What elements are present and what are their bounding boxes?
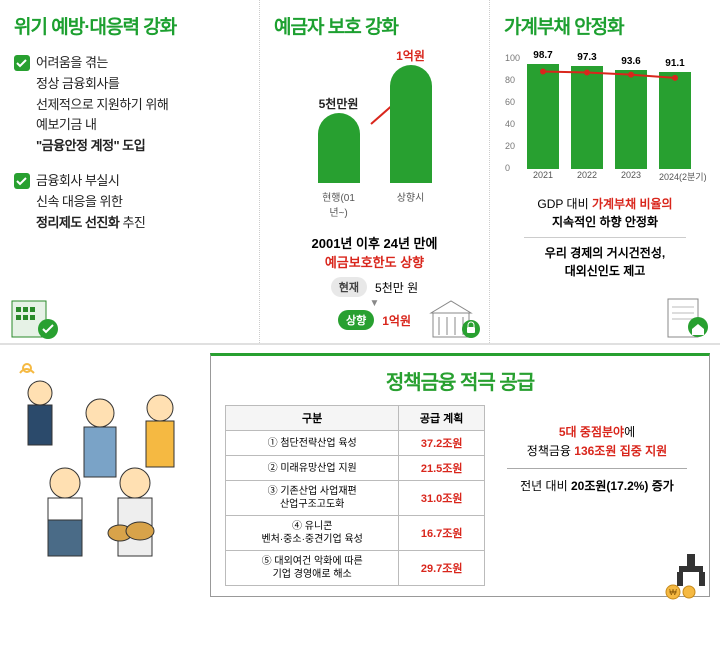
section-policy-finance: 정책금융 적극 공급 구분 공급 계획 ① 첨단전략산업 육성37.2조원② 미… — [0, 345, 720, 607]
panel3-title: 가계부채 안정화 — [504, 12, 706, 39]
check-icon — [14, 55, 30, 71]
policy-finance-box: 정책금융 적극 공급 구분 공급 계획 ① 첨단전략산업 육성37.2조원② 미… — [210, 353, 710, 597]
svg-text:₩: ₩ — [669, 588, 677, 597]
th-plan: 공급 계획 — [399, 406, 485, 431]
current-val: 5천만 원 — [375, 279, 418, 296]
bar: 91.1 — [659, 72, 691, 169]
panel1-title: 위기 예방·대응력 강화 — [14, 12, 245, 39]
panel3-chart: 100806040200 98.797.393.691.1 2021202220… — [505, 53, 705, 183]
table-row: ① 첨단전략산업 육성37.2조원 — [226, 431, 485, 456]
th-category: 구분 — [226, 406, 399, 431]
people-illustration — [10, 353, 210, 597]
robot-coin-icon: ₩ — [659, 546, 713, 600]
bar: 98.7 — [527, 64, 559, 169]
check-icon — [14, 173, 30, 189]
policy-title: 정책금융 적극 공급 — [225, 366, 695, 395]
bar: 1억원 — [390, 65, 432, 183]
tag-up: 상향 — [338, 310, 374, 330]
table-row: ③ 기존산업 사업재편산업구조고도화31.0조원 — [226, 481, 485, 516]
document-house-icon — [656, 291, 716, 341]
policy-table: 구분 공급 계획 ① 첨단전략산업 육성37.2조원② 미래유망산업 지원21.… — [225, 405, 485, 586]
p2-line1: 2001년 이후 24년 만에 — [274, 233, 475, 252]
building-shield-icon — [8, 291, 68, 341]
check-item: 어려움을 겪는정상 금융회사를선제적으로 지원하기 위해예보기금 내"금융안정 … — [14, 53, 245, 157]
up-val: 1억원 — [382, 312, 411, 329]
table-row: ⑤ 대외여건 악화에 따른기업 경영애로 해소29.7조원 — [226, 551, 485, 586]
panel-crisis-prevention: 위기 예방·대응력 강화 어려움을 겪는정상 금융회사를선제적으로 지원하기 위… — [0, 0, 260, 343]
table-row: ② 미래유망산업 지원21.5조원 — [226, 456, 485, 481]
table-row: ④ 유니콘벤처·중소·중견기업 육성16.7조원 — [226, 516, 485, 551]
tag-current: 현재 — [331, 277, 367, 297]
p3-text: GDP 대비 가계부채 비율의 지속적인 하향 안정화 우리 경제의 거시건전성… — [504, 195, 706, 280]
p2-line2: 예금보호한도 상향 — [274, 252, 475, 271]
panel-depositor-protection: 예금자 보호 강화 5천만원1억원 현행(01년~)상향시 2001년 이후 2… — [260, 0, 490, 343]
bank-lock-icon — [425, 291, 485, 341]
panel2-chart: 5천만원 1억원 — [274, 53, 475, 183]
panel2-title: 예금자 보호 강화 — [274, 12, 475, 39]
panel-household-debt: 가계부채 안정화 100806040200 98.797.393.691.1 2… — [490, 0, 720, 343]
bar: 93.6 — [615, 70, 647, 169]
check-item: 금융회사 부실시신속 대응을 위한정리제도 선진화 추진 — [14, 171, 245, 233]
bar: 5천만원 — [318, 113, 360, 183]
bar: 97.3 — [571, 66, 603, 169]
